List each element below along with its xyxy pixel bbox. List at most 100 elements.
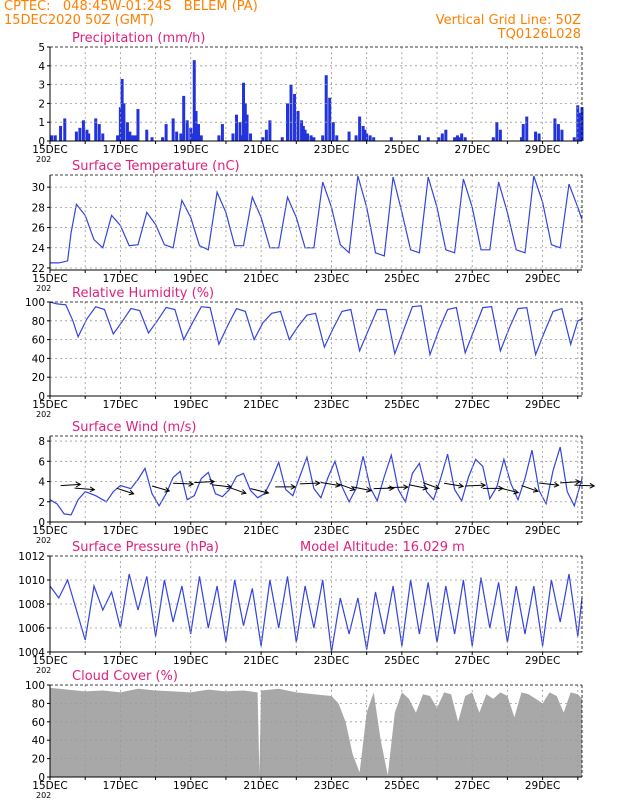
wind-arrow xyxy=(275,484,297,490)
precip-bar xyxy=(324,75,328,141)
precip-bar xyxy=(191,133,194,141)
wind-xtick-label: 27DEC xyxy=(455,525,490,537)
pressure-xtick-label: 17DEC xyxy=(103,655,138,667)
model-label: TQ0126L028 xyxy=(497,27,581,42)
cloud-area xyxy=(50,687,582,777)
precip-bar xyxy=(249,133,253,141)
wind-arrow xyxy=(574,482,596,489)
temp-ytick-label: 24 xyxy=(32,243,46,255)
precip-bar xyxy=(182,95,186,141)
precip-bar xyxy=(196,124,200,141)
pressure-ytick-label: 1010 xyxy=(18,575,45,587)
rh-xtick-label: 17DEC xyxy=(103,399,138,411)
rh-xtick-label: 23DEC xyxy=(314,399,349,411)
cloud-xtick-label: 21DEC xyxy=(243,780,278,792)
temp-title: Surface Temperature (nC) xyxy=(72,159,240,174)
wind-arrow-head xyxy=(513,488,520,495)
precip-ytick-label: 1 xyxy=(38,117,45,129)
wind-arrow-shaft xyxy=(521,485,539,492)
wind-arrow-head xyxy=(575,479,582,485)
precip-bar xyxy=(164,124,168,141)
temp-xtick-label: 25DEC xyxy=(384,273,419,285)
pressure-xtick-label: 19DEC xyxy=(173,655,208,667)
precip-bar xyxy=(309,135,313,141)
pressure-xtick-label: 25DEC xyxy=(384,655,419,667)
wind-title: Surface Wind (m/s) xyxy=(72,420,196,435)
temp-xtick-label: 29DEC xyxy=(525,273,560,285)
pressure-xtick-label: 29DEC xyxy=(525,655,560,667)
wind-arrow-head xyxy=(263,489,270,495)
wind-arrow-head xyxy=(532,487,539,493)
wind-xtick-label: 23DEC xyxy=(314,525,349,537)
precip-bar xyxy=(175,131,179,141)
precip-bar xyxy=(238,122,242,141)
precip-bar xyxy=(495,122,499,141)
precip-bar xyxy=(280,137,284,141)
precip-bar xyxy=(81,120,85,141)
wind-arrow xyxy=(74,486,96,493)
precip-bar xyxy=(286,103,289,141)
wind-arrow-shaft xyxy=(465,484,486,487)
precip-bar xyxy=(101,133,105,141)
wind-arrow-head xyxy=(188,481,195,487)
wind-arrow xyxy=(373,485,395,492)
wind-arrow-head xyxy=(290,484,297,490)
temp-ytick-label: 22 xyxy=(32,263,45,275)
wind-year-fragment: 202 xyxy=(36,536,51,545)
wind-arrow-shaft xyxy=(299,482,320,485)
precip-bar xyxy=(426,137,430,141)
cloud-xtick-label: 23DEC xyxy=(314,780,349,792)
cloud-ytick-label: 20 xyxy=(32,754,45,766)
precip-bar xyxy=(389,137,393,141)
temp-ytick-label: 28 xyxy=(32,202,45,214)
rh-ytick-label: 40 xyxy=(32,353,45,365)
precip-bar xyxy=(331,122,335,141)
precip-bar xyxy=(50,135,54,141)
wind-arrow-head xyxy=(209,478,216,485)
temp-xtick-label: 27DEC xyxy=(455,273,490,285)
wind-arrow xyxy=(539,481,560,488)
precip-title: Precipitation (mm/h) xyxy=(72,31,205,46)
cloud-title: Cloud Cover (%) xyxy=(72,669,178,684)
pressure-ytick-label: 1012 xyxy=(18,551,45,563)
wind-xtick-label: 25DEC xyxy=(384,525,419,537)
precip-bar xyxy=(120,78,124,141)
wind-arrow-shaft xyxy=(250,488,269,494)
wind-arrow-head xyxy=(75,481,82,488)
wind-arrow-head xyxy=(366,487,373,493)
wind-xtick-label: 21DEC xyxy=(243,525,278,537)
precip-bar xyxy=(498,129,502,141)
wind-arrow xyxy=(229,487,247,495)
precip-bar xyxy=(301,125,305,141)
rh-xtick-label: 29DEC xyxy=(525,399,560,411)
precip-bar xyxy=(131,135,135,141)
precip-bar xyxy=(578,112,582,141)
cloud-ytick-label: 60 xyxy=(32,717,45,729)
precip-xtick-label: 17DEC xyxy=(103,144,138,156)
precip-bar xyxy=(521,124,525,141)
precip-bar xyxy=(189,127,193,141)
rh-title: Relative Humidity (%) xyxy=(72,286,214,301)
precip-bar xyxy=(85,129,89,141)
precip-bar xyxy=(94,118,98,141)
wind-arrow xyxy=(500,487,520,495)
precip-ytick-label: 0 xyxy=(38,136,45,148)
precip-bar xyxy=(553,118,557,141)
wind-arrow-shaft xyxy=(443,482,464,487)
precip-bar xyxy=(116,135,120,141)
pressure-ytick-label: 1008 xyxy=(18,599,45,611)
wind-xtick-label: 15DEC xyxy=(32,525,67,537)
temp-xtick-label: 19DEC xyxy=(173,273,208,285)
wind-arrow xyxy=(465,482,487,489)
precip-bar xyxy=(306,133,310,141)
precip-bar xyxy=(199,135,203,141)
precip-bar xyxy=(171,118,175,141)
wind-arrow xyxy=(320,482,341,488)
precip-bar xyxy=(289,84,293,141)
wind-arrow xyxy=(443,482,465,489)
wind-arrow-shaft xyxy=(194,481,215,484)
rh-xtick-label: 19DEC xyxy=(173,399,208,411)
precip-bar xyxy=(363,129,367,141)
precip-bar xyxy=(358,116,362,141)
wind-arrow-head xyxy=(315,480,321,487)
